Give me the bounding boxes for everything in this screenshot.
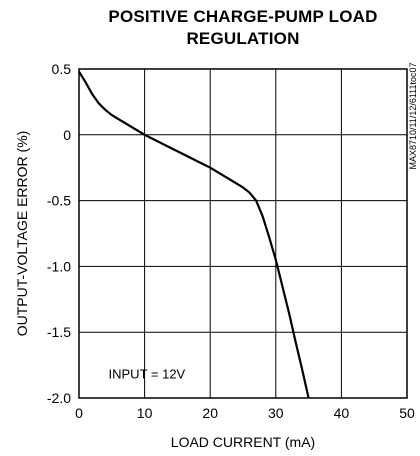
series-line bbox=[78, 71, 310, 399]
x-tick-label: 40 bbox=[334, 405, 350, 421]
x-tick-label: 0 bbox=[75, 405, 83, 421]
chart-title: POSITIVE CHARGE-PUMP LOAD REGULATION bbox=[78, 6, 408, 50]
chart-title-line-1: POSITIVE CHARGE-PUMP LOAD bbox=[108, 7, 378, 26]
y-tick-label: -1.0 bbox=[47, 258, 71, 274]
y-tick-label: -2.0 bbox=[47, 390, 71, 406]
x-tick-label: 10 bbox=[137, 405, 153, 421]
x-tick-labels: 0 10 20 30 40 50 bbox=[75, 405, 415, 421]
y-tick-label: 0 bbox=[63, 127, 71, 143]
x-tick-label: 30 bbox=[268, 405, 284, 421]
x-tick-label: 20 bbox=[202, 405, 218, 421]
grid-lines bbox=[78, 68, 408, 399]
input-annotation: INPUT = 12V bbox=[109, 366, 186, 381]
x-tick-label: 50 bbox=[399, 405, 415, 421]
document-code: MAX8710/11/12/6111toc07 bbox=[408, 62, 418, 169]
y-axis-label: OUTPUT-VOLTAGE ERROR (%) bbox=[14, 131, 30, 337]
y-tick-labels: 0.5 0 -0.5 -1.0 -1.5 -2.0 bbox=[47, 61, 71, 406]
y-tick-label: 0.5 bbox=[52, 61, 72, 77]
chart-title-line-2: REGULATION bbox=[186, 29, 300, 48]
plot-frame bbox=[78, 68, 408, 399]
x-axis-label: LOAD CURRENT (mA) bbox=[171, 434, 315, 450]
y-tick-label: -0.5 bbox=[47, 193, 71, 209]
y-tick-label: -1.5 bbox=[47, 324, 71, 340]
